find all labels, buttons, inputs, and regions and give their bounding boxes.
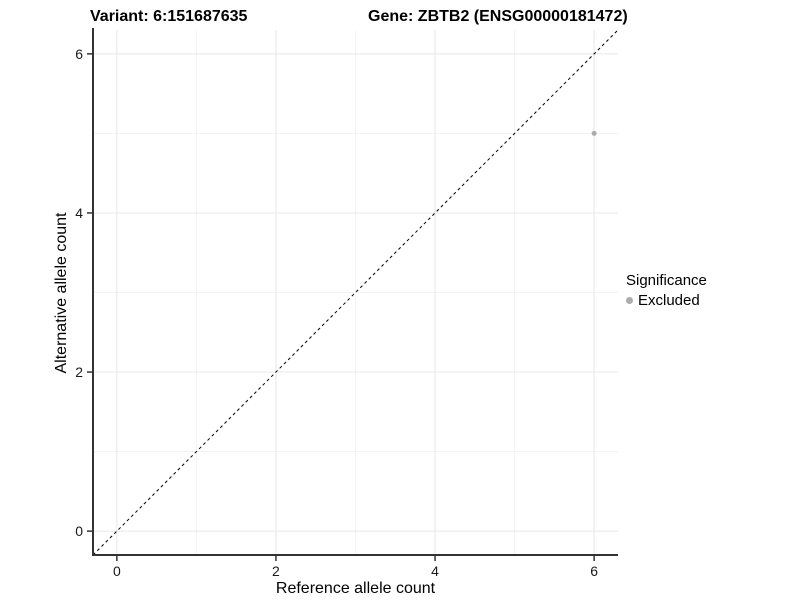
plot-title-variant: Variant: 6:151687635 bbox=[90, 8, 248, 25]
data-point bbox=[591, 130, 597, 136]
legend-point-icon bbox=[626, 297, 633, 304]
legend-entry-excluded: Excluded bbox=[626, 292, 707, 309]
y-tick-label-6: 6 bbox=[75, 45, 83, 62]
y-tick-label-2: 2 bbox=[75, 364, 83, 381]
legend-entry-label: Excluded bbox=[638, 292, 700, 309]
x-tick-label-6: 6 bbox=[590, 563, 599, 579]
x-tick-label-0: 0 bbox=[112, 563, 121, 579]
legend-title: Significance bbox=[626, 272, 707, 289]
x-tick-label-2: 2 bbox=[272, 563, 280, 579]
plot-title-gene: Gene: ZBTB2 (ENSG00000181472) bbox=[368, 8, 628, 25]
identity-line bbox=[92, 29, 619, 556]
y-tick-label-4: 4 bbox=[75, 204, 83, 221]
x-tick-label-4: 4 bbox=[431, 563, 439, 579]
y-axis-label: Alternative allele count bbox=[53, 212, 70, 373]
x-axis-label: Reference allele count bbox=[275, 580, 436, 597]
y-tick-label-0: 0 bbox=[75, 523, 83, 540]
legend: Significance Excluded bbox=[626, 272, 707, 309]
